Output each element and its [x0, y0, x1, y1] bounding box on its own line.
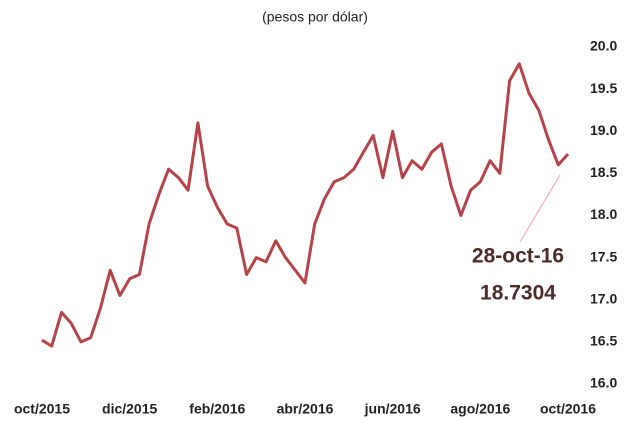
x-tick-label: feb/2016	[189, 401, 245, 417]
x-tick-label: abr/2016	[277, 401, 334, 417]
chart-title: (pesos por dólar)	[262, 9, 368, 25]
y-tick-label: 18.0	[590, 206, 617, 222]
x-tick-label: oct/2015	[14, 401, 70, 417]
y-tick-label: 19.5	[590, 80, 617, 96]
y-tick-label: 19.0	[590, 122, 617, 138]
y-tick-label: 16.0	[590, 375, 617, 391]
x-tick-label: oct/2016	[540, 401, 596, 417]
y-tick-label: 17.0	[590, 290, 617, 306]
series-line	[41, 62, 570, 348]
y-tick-label: 18.5	[590, 164, 617, 180]
annotation-date: 28-oct-16	[472, 245, 564, 268]
y-tick-label: 16.5	[590, 333, 617, 349]
annotation-value: 18.7304	[480, 282, 556, 305]
y-tick-label: 17.5	[590, 248, 617, 264]
x-tick-label: ago/2016	[450, 401, 510, 417]
x-tick-label: dic/2015	[102, 401, 157, 417]
x-tick-label: jun/2016	[364, 401, 421, 417]
y-tick-label: 20.0	[590, 38, 617, 54]
annotation-leader	[519, 174, 561, 243]
